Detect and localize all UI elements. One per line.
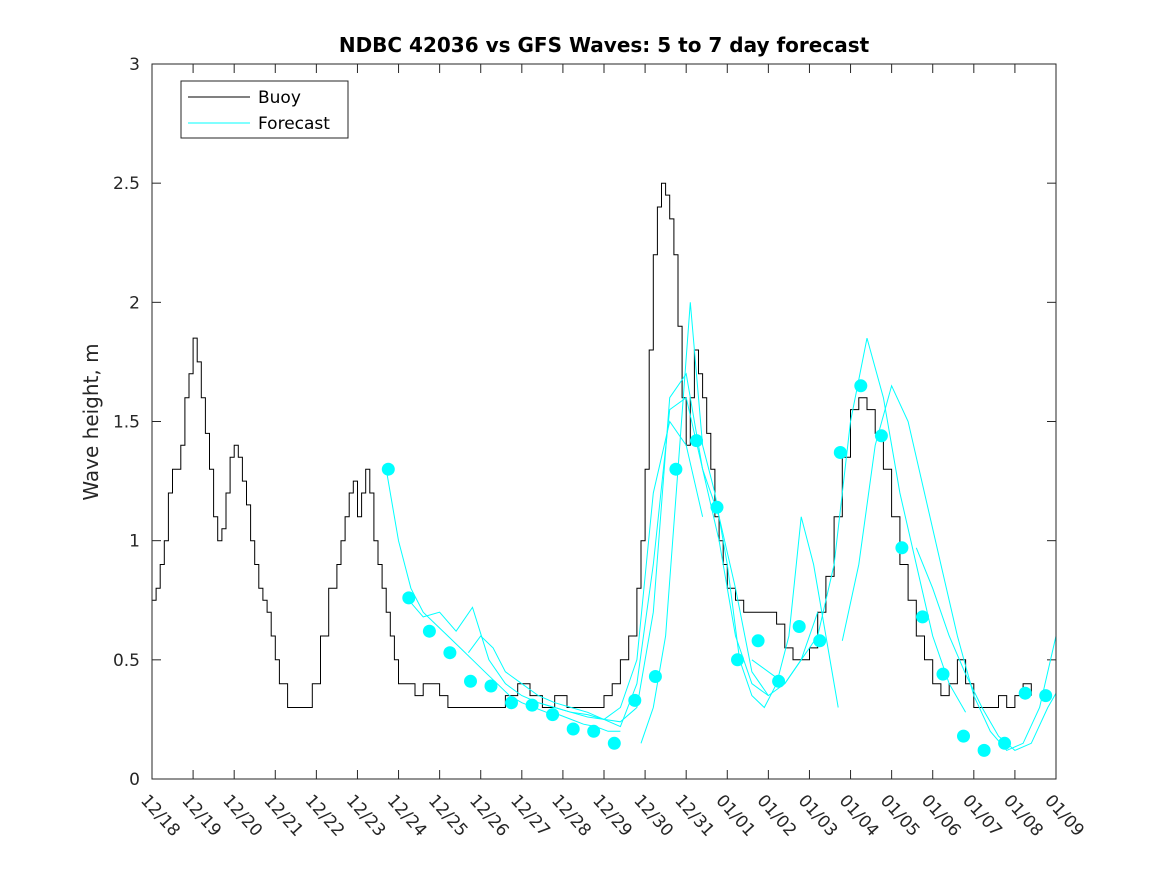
forecast-marker	[402, 591, 416, 605]
x-tick-label: 12/18	[136, 791, 184, 841]
forecast-marker	[484, 679, 498, 693]
forecast-marker	[936, 667, 950, 681]
forecast-marker	[977, 743, 991, 757]
x-tick-label: 01/04	[835, 791, 883, 841]
forecast-marker	[607, 736, 621, 750]
x-tick-label: 12/28	[547, 791, 595, 841]
forecast-marker	[628, 693, 642, 707]
forecast-marker	[464, 674, 477, 688]
forecast-marker	[443, 646, 457, 660]
x-tick-label: 01/01	[712, 791, 760, 841]
plot-frame	[151, 63, 1057, 780]
forecast-marker	[710, 500, 724, 514]
x-tick-label: 12/21	[260, 791, 308, 841]
forecast-marker	[731, 653, 744, 667]
x-tick-label: 12/22	[301, 791, 349, 841]
x-tick-label: 01/02	[753, 791, 801, 841]
forecast-marker	[874, 429, 888, 443]
legend: Buoy Forecast	[180, 80, 349, 139]
forecast-marker	[1018, 686, 1032, 700]
x-tick-label: 01/05	[876, 791, 924, 841]
forecast-marker	[998, 736, 1012, 750]
x-tick-label: 12/31	[670, 791, 718, 841]
forecast-marker	[854, 379, 868, 393]
x-tick-label: 01/07	[958, 791, 1006, 841]
forecast-line-1	[385, 469, 621, 732]
x-tick-label: 12/20	[218, 791, 266, 841]
forecast-marker	[916, 610, 929, 624]
y-axis-label: Wave height, m	[79, 343, 103, 500]
y-tick-label: 3	[129, 55, 140, 75]
forecast-marker	[895, 541, 909, 555]
forecast-marker	[587, 724, 601, 738]
x-tick-label: 12/30	[629, 791, 677, 841]
forecast-marker	[669, 462, 683, 476]
forecast-marker	[546, 708, 560, 722]
x-tick-label: 12/26	[465, 791, 513, 841]
forecast-marker	[422, 624, 436, 638]
forecast-marker	[525, 698, 539, 712]
forecast-marker	[957, 729, 970, 743]
plot-area	[152, 64, 1056, 779]
chart-title: NDBC 42036 vs GFS Waves: 5 to 7 day fore…	[339, 33, 870, 57]
forecast-marker	[1039, 689, 1053, 703]
forecast-line-8	[915, 547, 1057, 751]
forecast-marker	[813, 634, 827, 648]
legend-buoy-label: Buoy	[258, 88, 301, 108]
forecast-marker	[751, 634, 765, 648]
y-tick-label: 0.5	[113, 651, 140, 671]
forecast-marker	[648, 670, 662, 683]
x-tick-label: 01/03	[794, 791, 842, 841]
x-tick-label: 01/08	[999, 791, 1047, 841]
x-tick-label: 01/06	[917, 791, 965, 841]
y-tick-labels: 0 0.5 1 1.5 2 2.5 3	[113, 55, 140, 790]
x-tick-label: 01/09	[1040, 791, 1088, 841]
x-tick-label: 12/23	[342, 791, 390, 841]
forecast-markers	[381, 379, 1053, 757]
forecast-line-3	[467, 396, 769, 728]
x-tick-label: 12/19	[177, 791, 225, 841]
x-tick-label: 12/27	[506, 791, 554, 841]
legend-forecast-label: Forecast	[258, 114, 330, 134]
legend-box	[180, 80, 349, 139]
y-tick-label: 1.5	[113, 413, 140, 433]
y-tick-label: 1	[129, 532, 140, 552]
forecast-marker	[772, 674, 786, 688]
x-tick-label: 12/24	[383, 791, 431, 841]
y-tick-label: 2	[129, 293, 140, 313]
y-tick-label: 0	[129, 770, 140, 790]
x-tick-label: 12/29	[588, 791, 636, 841]
forecast-marker	[690, 434, 703, 448]
x-tick-labels: 12/1812/1912/2012/2112/2212/2312/2412/25…	[136, 791, 1088, 841]
y-tick-label: 2.5	[113, 174, 140, 194]
forecast-marker	[792, 620, 806, 633]
forecast-marker	[381, 462, 395, 476]
x-tick-label: 12/25	[424, 791, 472, 841]
forecast-marker	[566, 722, 580, 736]
forecast-marker	[833, 446, 847, 459]
forecast-marker	[505, 696, 518, 710]
